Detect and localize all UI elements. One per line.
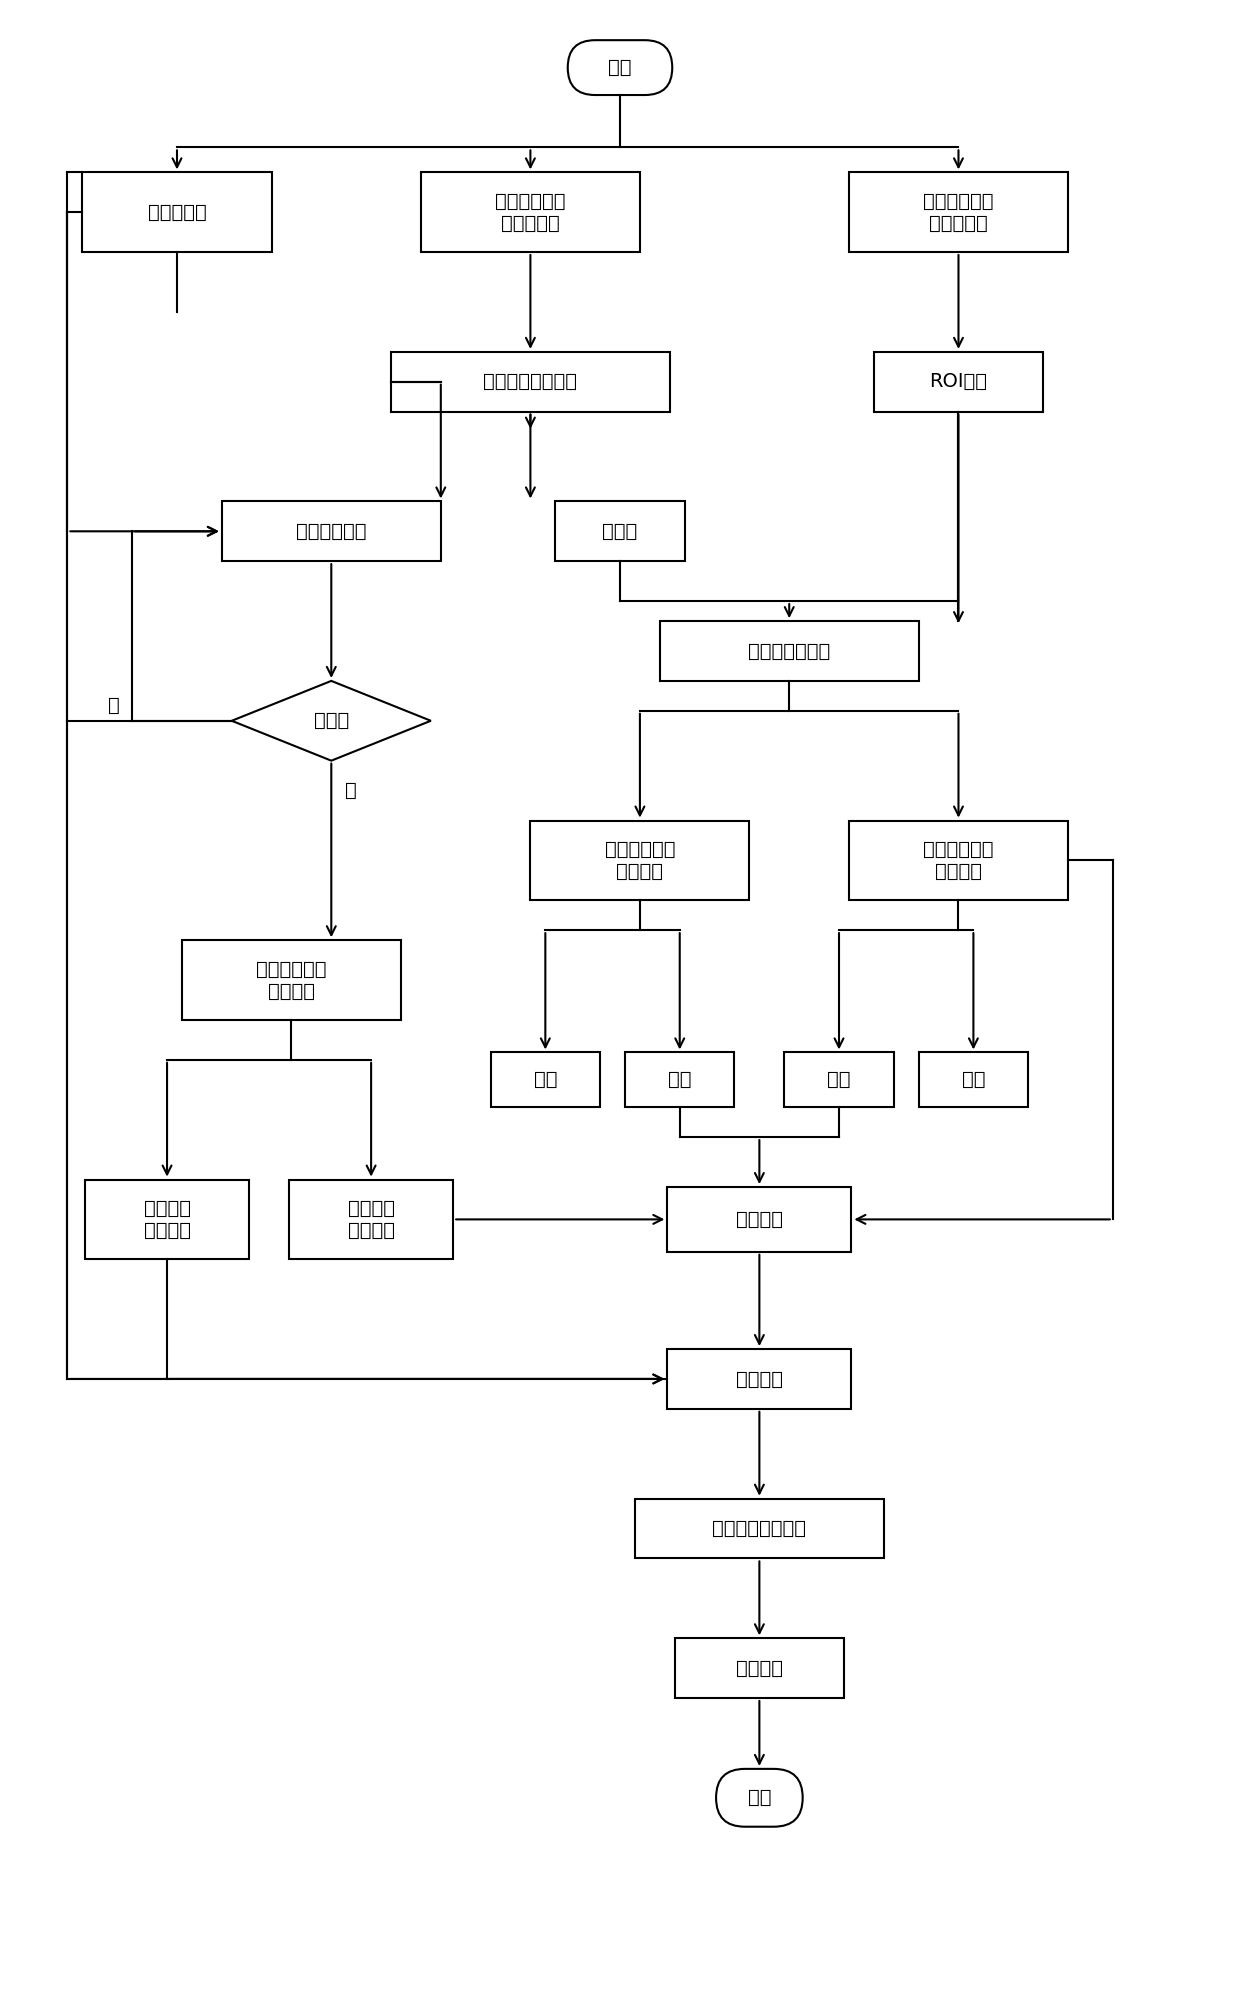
Text: 校正集: 校正集 xyxy=(603,521,637,541)
Text: 高光谱未
知集预测: 高光谱未 知集预测 xyxy=(144,1199,191,1239)
Text: 采集普通光谱
仪光谱数据: 采集普通光谱 仪光谱数据 xyxy=(495,192,565,233)
Text: 标准: 标准 xyxy=(668,1071,692,1089)
Text: 好: 好 xyxy=(345,782,357,800)
Text: 标准: 标准 xyxy=(827,1071,851,1089)
Bar xyxy=(874,351,1043,411)
Text: 未知: 未知 xyxy=(533,1071,557,1089)
Text: 高光谱标
准预测值: 高光谱标 准预测值 xyxy=(347,1199,394,1239)
Bar xyxy=(849,820,1068,900)
Text: 建立校正模型: 建立校正模型 xyxy=(296,521,367,541)
Bar xyxy=(667,1349,852,1410)
Bar xyxy=(635,1498,884,1558)
Text: 开始: 开始 xyxy=(609,58,631,76)
Bar xyxy=(420,172,640,253)
Bar xyxy=(82,172,272,253)
Text: 模型转移后预测值: 模型转移后预测值 xyxy=(712,1520,806,1538)
Bar xyxy=(491,1053,600,1107)
Text: 结束: 结束 xyxy=(748,1788,771,1807)
Bar xyxy=(222,501,440,561)
Text: 取共有光谱波段: 取共有光谱波段 xyxy=(748,642,831,660)
Text: 差: 差 xyxy=(108,696,120,716)
Text: 获得效果好的
校正模型: 获得效果好的 校正模型 xyxy=(257,960,326,1000)
Polygon shape xyxy=(232,682,430,760)
Text: 未知: 未知 xyxy=(962,1071,985,1089)
Text: 获得参数: 获得参数 xyxy=(735,1369,782,1387)
Bar xyxy=(556,501,684,561)
Bar xyxy=(784,1053,894,1107)
Text: 高光谱相机划
分标准集: 高光谱相机划 分标准集 xyxy=(924,840,993,880)
Bar xyxy=(391,351,670,411)
Text: 判别效: 判别效 xyxy=(314,712,348,730)
Bar xyxy=(182,940,401,1021)
Text: 模型转移: 模型转移 xyxy=(735,1209,782,1229)
Bar xyxy=(625,1053,734,1107)
Bar xyxy=(667,1187,852,1251)
Bar xyxy=(531,820,749,900)
Bar xyxy=(84,1179,249,1259)
FancyBboxPatch shape xyxy=(568,40,672,94)
Text: 测定浓度值: 测定浓度值 xyxy=(148,203,206,223)
Bar xyxy=(849,172,1068,253)
Bar xyxy=(675,1638,844,1698)
Bar xyxy=(660,622,919,682)
Bar xyxy=(289,1179,454,1259)
Text: 采集高光谱相
机图像数据: 采集高光谱相 机图像数据 xyxy=(924,192,993,233)
Bar xyxy=(919,1053,1028,1107)
Text: 评价分析: 评价分析 xyxy=(735,1658,782,1678)
FancyBboxPatch shape xyxy=(715,1768,802,1827)
Text: 划分校正集和检验: 划分校正集和检验 xyxy=(484,373,578,391)
Text: ROI提取: ROI提取 xyxy=(930,373,987,391)
Text: 普通光谱仪划
分标准集: 普通光谱仪划 分标准集 xyxy=(605,840,675,880)
